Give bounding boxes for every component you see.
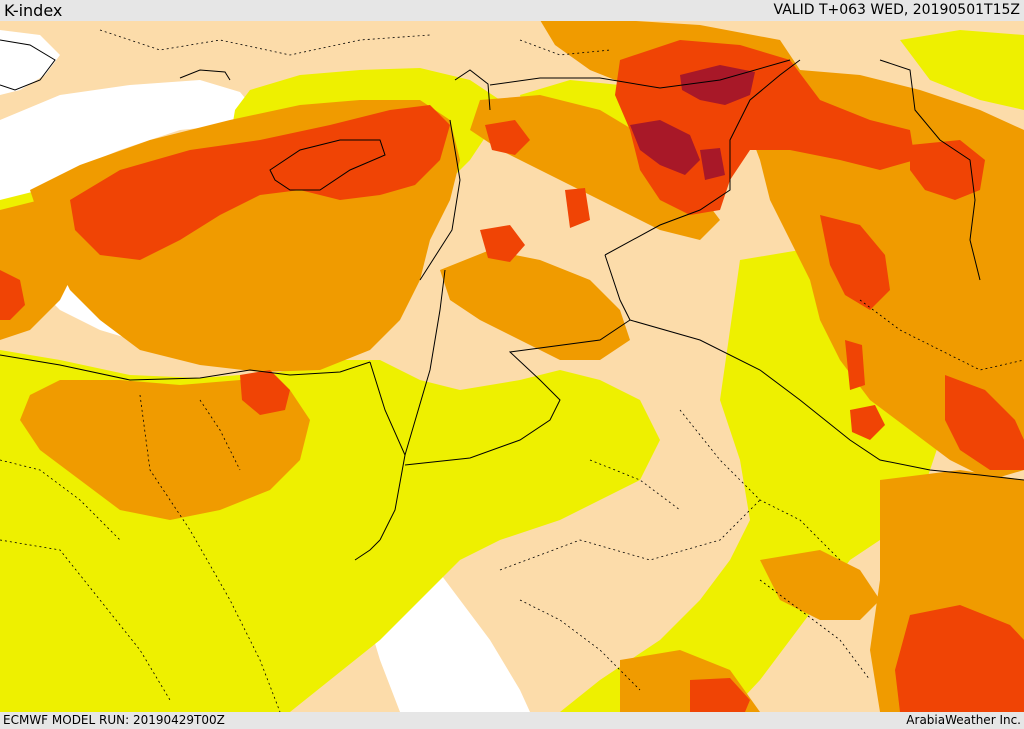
k-index-map[interactable] (0, 21, 1024, 712)
aegean-islands-water (0, 30, 60, 95)
map-title: K-index (4, 1, 63, 20)
header-bar: K-index VALID T+063 WED, 20190501T15Z (0, 0, 1024, 21)
mediterranean-west-water (0, 80, 255, 205)
country-borders (0, 39, 1024, 561)
province-borders (0, 29, 1024, 712)
model-run-label: ECMWF MODEL RUN: 20190429T00Z (3, 713, 225, 727)
footer-bar: ECMWF MODEL RUN: 20190429T00Z ArabiaWeat… (0, 712, 1024, 729)
credit-label: ArabiaWeather Inc. (906, 713, 1021, 727)
valid-time: VALID T+063 WED, 20190501T15Z (773, 2, 1020, 18)
